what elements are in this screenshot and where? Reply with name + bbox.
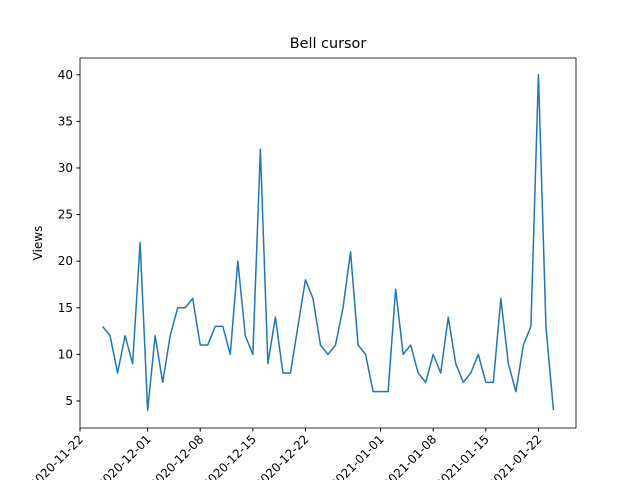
y-tick-label: 35 (58, 114, 73, 128)
axes-frame (79, 57, 577, 429)
y-axis-label: Views (31, 226, 45, 261)
y-tick-label: 25 (58, 208, 73, 222)
y-tick-label: 5 (65, 394, 73, 408)
y-tick-label: 15 (58, 301, 73, 315)
chart-title: Bell cursor (290, 36, 367, 52)
y-tick-label: 20 (58, 254, 73, 268)
y-tick-label: 10 (58, 347, 73, 361)
data-line (101, 74, 555, 412)
y-tick-label: 40 (58, 68, 73, 82)
y-tick-label: 30 (58, 161, 73, 175)
